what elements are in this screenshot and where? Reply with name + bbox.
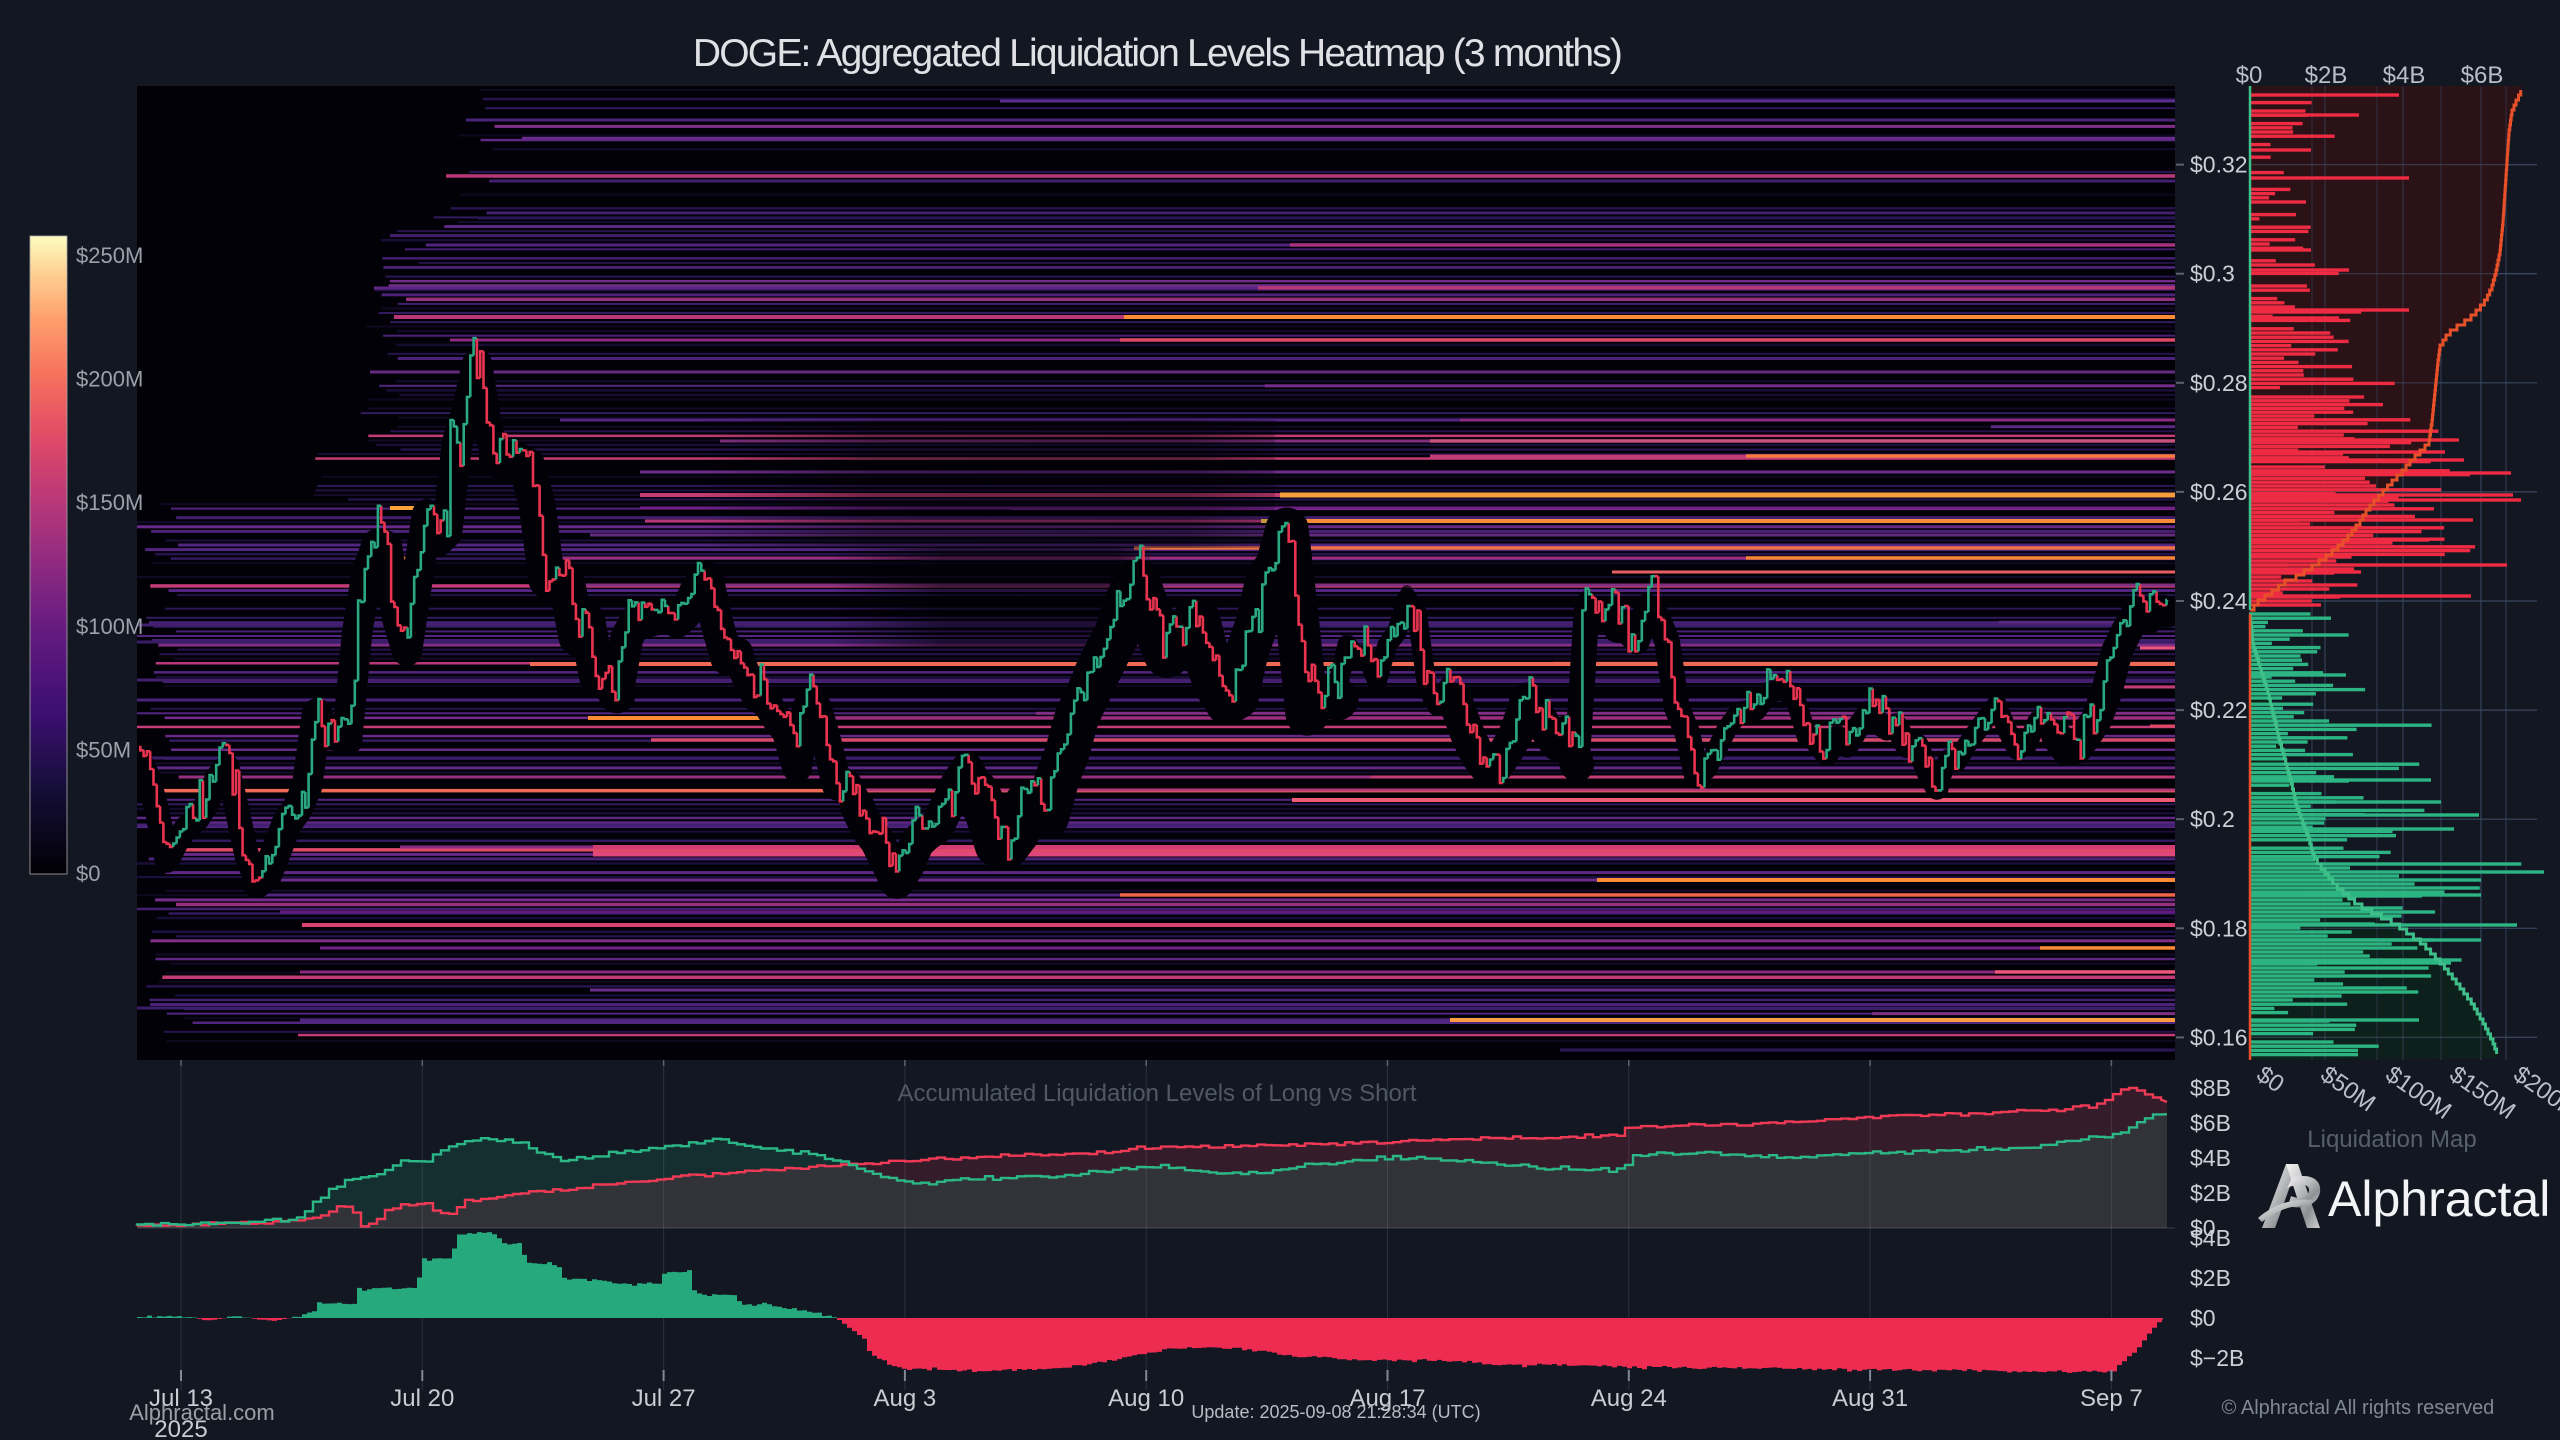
svg-text:DOGE: Aggregated Liquidation L: DOGE: Aggregated Liquidation Levels Heat… (693, 32, 1621, 75)
svg-text:$0.2: $0.2 (2190, 806, 2235, 832)
svg-text:Jul 27: Jul 27 (632, 1385, 696, 1412)
svg-text:$4B: $4B (2190, 1145, 2231, 1171)
svg-text:$0: $0 (2236, 62, 2263, 89)
svg-text:Aug 24: Aug 24 (1591, 1385, 1667, 1412)
svg-text:Aug 3: Aug 3 (874, 1385, 937, 1412)
svg-text:$6B: $6B (2190, 1110, 2231, 1136)
svg-text:$50M: $50M (76, 737, 131, 762)
svg-text:$0: $0 (2190, 1305, 2216, 1331)
svg-text:$150M: $150M (76, 490, 143, 515)
svg-text:$0.32: $0.32 (2190, 152, 2248, 178)
svg-text:$250M: $250M (76, 243, 143, 268)
svg-text:© Alphractal All rights reserv: © Alphractal All rights reserved (2222, 1397, 2495, 1419)
svg-text:$0.26: $0.26 (2190, 479, 2248, 505)
svg-text:2025: 2025 (154, 1416, 207, 1440)
svg-text:Jul 13: Jul 13 (149, 1385, 213, 1412)
svg-text:Alphractal.com: Alphractal.com (129, 1400, 275, 1425)
svg-text:Aug 31: Aug 31 (1832, 1385, 1908, 1412)
svg-text:$0.3: $0.3 (2190, 261, 2235, 287)
svg-text:$0: $0 (2190, 1215, 2216, 1241)
svg-text:$100M: $100M (76, 614, 143, 639)
svg-text:Accumulated Liquidation Levels: Accumulated Liquidation Levels of Long v… (898, 1080, 1417, 1107)
svg-text:Alphractal: Alphractal (2328, 1171, 2550, 1227)
svg-text:$0.24: $0.24 (2190, 588, 2248, 614)
svg-text:Aug 10: Aug 10 (1108, 1385, 1184, 1412)
svg-text:$0.22: $0.22 (2190, 697, 2248, 723)
svg-text:Jul 20: Jul 20 (390, 1385, 454, 1412)
svg-text:$0.16: $0.16 (2190, 1024, 2248, 1050)
svg-text:$4B: $4B (2190, 1225, 2231, 1251)
svg-text:$0.18: $0.18 (2190, 915, 2248, 941)
svg-text:$0.28: $0.28 (2190, 370, 2248, 396)
svg-text:$4B: $4B (2383, 62, 2426, 89)
svg-text:$2B: $2B (2305, 62, 2348, 89)
svg-text:Update: 2025-09-08 21:28:34 (U: Update: 2025-09-08 21:28:34 (UTC) (1191, 1402, 1480, 1422)
svg-text:Sep 7: Sep 7 (2080, 1385, 2143, 1412)
svg-text:$−2B: $−2B (2190, 1345, 2244, 1371)
svg-text:$6B: $6B (2461, 62, 2504, 89)
svg-text:$200M: $200M (76, 367, 143, 392)
svg-text:Liquidation Map: Liquidation Map (2307, 1126, 2476, 1153)
svg-text:Aug 17: Aug 17 (1349, 1385, 1425, 1412)
svg-text:$0: $0 (76, 861, 100, 886)
svg-text:$8B: $8B (2190, 1075, 2231, 1101)
svg-text:$2B: $2B (2190, 1180, 2231, 1206)
svg-text:$2B: $2B (2190, 1265, 2231, 1291)
